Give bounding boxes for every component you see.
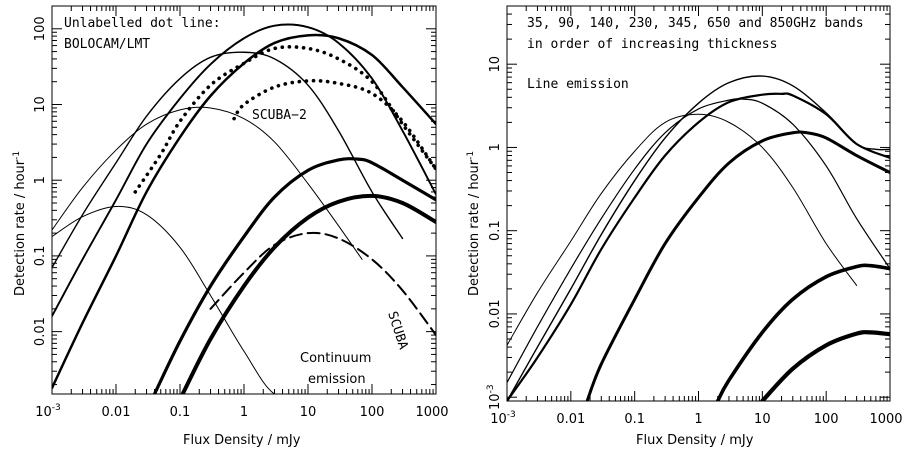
left-y-tick-label: 10	[33, 96, 48, 113]
right-x-tick-label: 1	[694, 412, 702, 427]
right-y-axis-label-text: Detection rate / hour	[467, 159, 482, 296]
right-ticks-group: 10-3 0.01 0.1 1 10 100 1000 10-3 0.01 0.1 1 10	[486, 5, 903, 427]
right-panel: 10-3 0.01 0.1 1 10 100 1000 10-3 0.01 0.1 1 10 35, …	[466, 5, 903, 448]
right-y-tick-label: 10	[488, 56, 503, 73]
right-y-tick-label: 1	[488, 143, 503, 151]
right-series-solid-1	[507, 113, 858, 346]
left-x-tick-label: 10	[300, 405, 317, 420]
left-x-tick-label: 0.01	[102, 405, 131, 420]
right-x-tick-label: 10	[754, 412, 771, 427]
right-series-solid-4	[507, 92, 890, 401]
left-y-tick-label: 0.1	[33, 246, 48, 267]
left-ticks-group: 10-3 0.01 0.1 1 10 100 1000 0.01 0.1 1 10 100	[33, 5, 449, 420]
left-series-solid-1	[52, 205, 373, 394]
left-annotation-scuba: SCUBA	[384, 310, 410, 352]
left-y-axis-label: Detection rate / hour-1	[12, 151, 28, 296]
left-annotation-scuba2: SCUBA−2	[252, 108, 307, 123]
left-y-axis-label-text: Detection rate / hour	[13, 159, 28, 296]
right-annotation-line-emission: Line emission	[527, 77, 629, 92]
left-x-tick-label: 100	[360, 405, 385, 420]
left-x-axis-label: Flux Density / mJy	[183, 433, 301, 448]
right-annotation-bands: 35, 90, 140, 230, 345, 650 and 850GHz ba…	[527, 16, 864, 31]
left-annotation-bolocam: BOLOCAM/LMT	[64, 37, 150, 52]
left-x-tick-label: 10-3	[35, 403, 61, 420]
left-y-axis-label-exponent: -1	[12, 151, 22, 160]
left-series-group	[52, 23, 436, 394]
left-annotation-dotline: Unlabelled dot line:	[64, 16, 221, 31]
left-plot-area: 10-3 0.01 0.1 1 10 100 1000 0.01 0.1 1 10 100	[33, 5, 449, 420]
right-series-solid-2	[507, 98, 890, 384]
right-x-tick-label: 0.1	[624, 412, 645, 427]
left-panel: 10-3 0.01 0.1 1 10 100 1000 0.01 0.1 1 10 100 Unlab…	[12, 5, 449, 448]
right-y-tick-label: 0.1	[488, 220, 503, 241]
left-x-tick-label: 1000	[415, 405, 448, 420]
left-series-solid-6	[152, 157, 436, 394]
left-series-dashed-8	[209, 231, 436, 337]
right-series-solid-3	[507, 75, 890, 401]
left-y-tick-label: 100	[33, 16, 48, 41]
left-series-solid-7	[180, 193, 436, 394]
right-annotation-thickness: in order of increasing thickness	[527, 37, 777, 52]
right-series-solid-5	[585, 130, 890, 401]
right-x-axis-label: Flux Density / mJy	[636, 433, 754, 448]
right-x-tick-label: 1000	[869, 412, 902, 427]
right-series-group	[507, 75, 890, 401]
left-series-solid-5	[52, 33, 436, 390]
right-x-tick-label: 10-3	[490, 410, 516, 427]
left-y-tick-label: 0.01	[33, 317, 48, 346]
right-y-tick-label: 10-3	[486, 384, 503, 410]
left-series-solid-3	[52, 51, 404, 269]
right-x-tick-label: 100	[814, 412, 839, 427]
left-series-solid-2	[52, 106, 363, 260]
left-annotation-continuum: Continuum	[300, 351, 371, 366]
right-y-tick-label: 0.01	[488, 299, 503, 328]
left-x-tick-label: 1	[240, 405, 248, 420]
left-y-tick-label: 1	[33, 176, 48, 184]
right-series-solid-7	[760, 330, 890, 401]
left-series-dotted-10	[232, 78, 436, 171]
right-plot-area: 10-3 0.01 0.1 1 10 100 1000 10-3 0.01 0.1 1 10	[486, 5, 903, 427]
left-x-tick-label: 0.1	[170, 405, 191, 420]
left-series-dotted-9	[133, 45, 436, 194]
right-y-axis-label: Detection rate / hour-1	[466, 151, 482, 296]
left-annotation-emission: emission	[308, 372, 366, 387]
right-x-tick-label: 0.01	[556, 412, 585, 427]
left-series-solid-4	[52, 23, 436, 318]
right-y-axis-label-exponent: -1	[466, 151, 476, 160]
right-series-solid-6	[715, 263, 890, 401]
